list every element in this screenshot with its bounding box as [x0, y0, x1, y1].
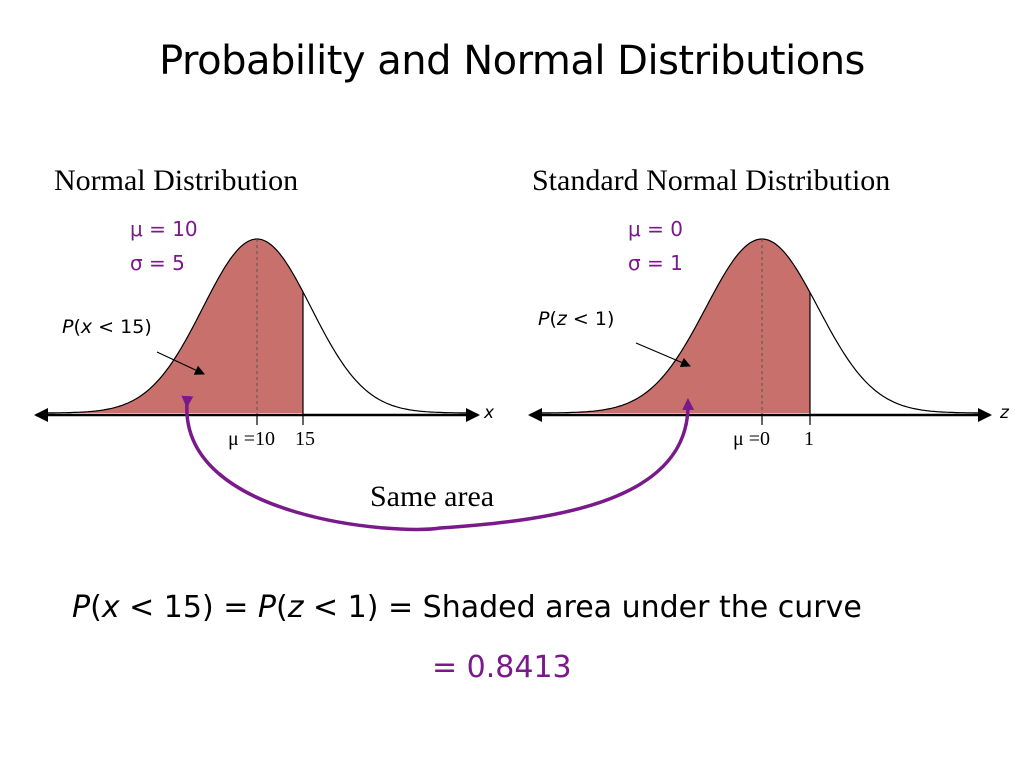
right-pointer-arrow	[635, 342, 691, 368]
same-area-connector	[181, 395, 695, 532]
left-tick-bound-label: 15	[295, 428, 315, 450]
left-axis-variable: x	[484, 403, 495, 423]
right-sigma-label: σ = 1	[628, 251, 683, 275]
right-axis-arrow-right	[978, 408, 992, 422]
left-axis-arrow-left	[34, 408, 48, 422]
right-tick-mean-label: μ =0	[733, 428, 771, 450]
same-area-label: Same area	[370, 480, 495, 513]
right-axis-arrow-left	[528, 408, 542, 422]
left-shaded-area	[44, 239, 303, 413]
left-prob-label: P(x < 15)	[62, 316, 152, 338]
right-panel-title: Standard Normal Distribution	[532, 164, 891, 197]
left-panel-title: Normal Distribution	[54, 164, 299, 197]
left-tick-mean-label: μ =10	[228, 428, 276, 450]
right-mu-label: μ = 0	[628, 217, 683, 241]
right-tick-bound-label: 1	[804, 428, 814, 450]
right-shaded-area	[538, 239, 810, 413]
left-pointer-arrow	[156, 351, 205, 375]
left-sigma-label: σ = 5	[130, 251, 185, 275]
left-axis-arrow-right	[466, 408, 480, 422]
right-axis-variable: z	[1000, 403, 1009, 423]
left-distribution	[34, 238, 480, 425]
right-distribution	[528, 238, 992, 425]
right-prob-label: P(z < 1)	[538, 308, 615, 330]
probability-result: = 0.8413	[432, 650, 572, 685]
slide-title: Probability and Normal Distributions	[159, 38, 865, 84]
left-mu-label: μ = 10	[130, 217, 198, 241]
probability-equation: P(x < 15) = P(z < 1) = Shaded area under…	[72, 590, 862, 625]
